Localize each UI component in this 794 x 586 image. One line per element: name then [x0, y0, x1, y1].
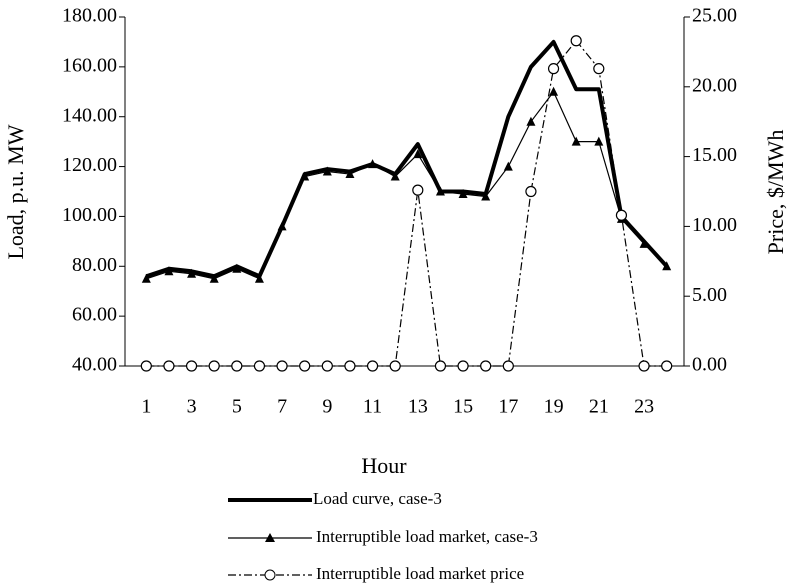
- series-line: [145, 39, 669, 279]
- x-tick-label: 17: [498, 396, 518, 418]
- marker: [502, 360, 514, 372]
- marker: [526, 116, 536, 126]
- legend: Load curve, case-3 Interruptible load ma…: [228, 489, 538, 583]
- marker: [141, 273, 151, 283]
- y-tick-label: 140.00: [62, 104, 117, 126]
- y2-axis-title: Price, $/MWh: [763, 130, 788, 255]
- marker: [571, 136, 581, 146]
- marker: [593, 63, 605, 75]
- marker: [140, 360, 152, 372]
- x-tick-label: 5: [232, 396, 242, 418]
- y2-tick-label: 15.00: [692, 144, 737, 166]
- marker: [344, 360, 356, 372]
- marker: [594, 136, 604, 146]
- marker: [164, 266, 174, 276]
- marker: [253, 360, 266, 372]
- x-tick-label: 3: [187, 396, 197, 418]
- marker: [435, 186, 445, 196]
- legend-marker: [264, 569, 276, 581]
- legend-label: Interruptible load market, case-3: [316, 527, 538, 546]
- marker: [458, 188, 468, 198]
- marker: [457, 360, 469, 372]
- marker: [570, 35, 582, 47]
- y-tick-label: 160.00: [62, 54, 117, 76]
- x-axis-title: Hour: [361, 453, 407, 478]
- x-tick-label: 9: [322, 396, 332, 418]
- marker: [662, 261, 672, 271]
- y-axis-title: Load, p.u. MW: [3, 124, 28, 259]
- marker: [322, 166, 332, 176]
- legend-marker: [265, 533, 275, 542]
- marker: [232, 263, 242, 273]
- marker: [345, 169, 355, 179]
- marker: [231, 360, 243, 372]
- y2-tick-label: 10.00: [692, 214, 737, 236]
- x-tick-label: 11: [363, 396, 382, 418]
- marker: [299, 360, 311, 372]
- marker: [412, 184, 424, 196]
- marker: [277, 221, 287, 231]
- marker: [389, 360, 401, 372]
- marker: [661, 360, 673, 372]
- y-tick-label: 60.00: [72, 304, 117, 326]
- marker: [525, 185, 537, 198]
- x-tick-label: 19: [544, 396, 564, 418]
- marker: [549, 86, 559, 96]
- marker: [187, 268, 197, 278]
- y2-tick-label: 20.00: [692, 74, 737, 96]
- y2-tick-label: 5.00: [692, 284, 727, 306]
- marker: [638, 360, 650, 372]
- marker: [366, 360, 379, 372]
- marker: [209, 273, 219, 283]
- marker: [639, 238, 649, 248]
- marker: [276, 360, 288, 372]
- marker: [547, 63, 560, 75]
- x-tick-label: 13: [408, 396, 428, 418]
- marker: [300, 171, 310, 181]
- y-tick-label: 80.00: [72, 254, 117, 276]
- y-tick-label: 180.00: [62, 5, 117, 27]
- marker: [481, 191, 491, 201]
- x-tick-label: 23: [634, 396, 654, 418]
- marker: [254, 273, 264, 283]
- y-tick-label: 120.00: [62, 154, 117, 176]
- marker: [321, 360, 333, 372]
- x-tick-label: 15: [453, 396, 473, 418]
- legend-label: Load curve, case-3: [313, 489, 442, 508]
- y-tick-label: 100.00: [62, 204, 117, 226]
- x-tick-label: 1: [141, 396, 151, 418]
- marker: [503, 161, 513, 171]
- marker: [434, 360, 447, 372]
- marker: [185, 360, 198, 372]
- y2-tick-label: 0.00: [692, 354, 727, 376]
- y2-tick-label: 25.00: [692, 5, 737, 27]
- marker: [368, 159, 378, 169]
- x-tick-label: 7: [277, 396, 287, 418]
- marker: [390, 171, 400, 181]
- marker: [163, 360, 175, 372]
- marker: [413, 149, 423, 159]
- marker: [208, 360, 220, 372]
- y-tick-label: 40.00: [72, 354, 117, 376]
- x-tick-label: 21: [589, 396, 609, 418]
- series-line: [146, 91, 668, 280]
- legend-label: Interruptible load market price: [316, 564, 524, 583]
- marker: [615, 209, 628, 221]
- marker: [480, 360, 492, 372]
